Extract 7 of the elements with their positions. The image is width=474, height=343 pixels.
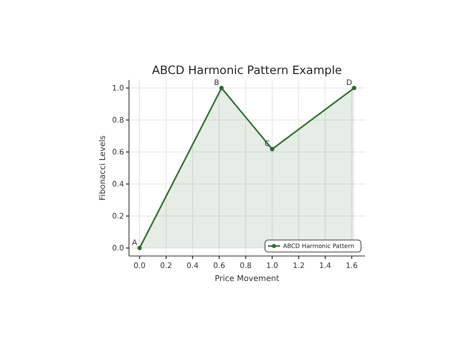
x-axis-title: Price Movement	[214, 274, 280, 283]
point	[137, 246, 142, 250]
point	[352, 86, 356, 90]
point	[270, 146, 274, 152]
point	[219, 86, 224, 90]
y-axis-title: Fibonacci Levels	[98, 135, 107, 201]
chart-title: ABCD Harmonic Pattern Example	[152, 63, 342, 77]
